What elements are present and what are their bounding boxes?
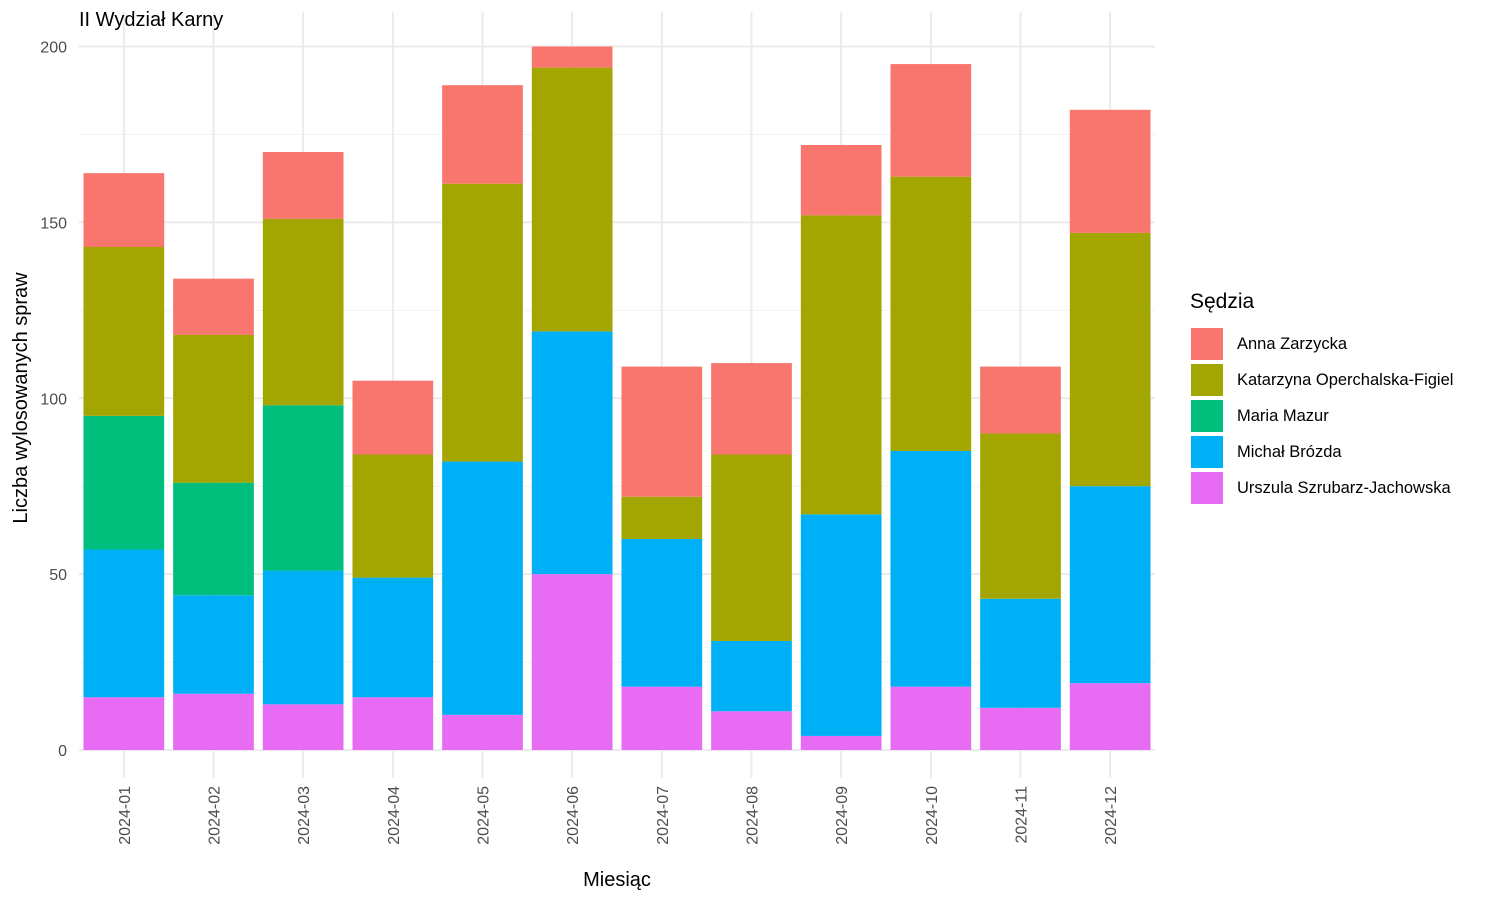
bar-segment: [711, 640, 792, 712]
bar-segment: [262, 704, 344, 750]
y-tick-label: 50: [49, 567, 67, 584]
legend: Sędzia Anna Zarzycka Katarzyna Operchalsk…: [1190, 290, 1453, 506]
bar-segment: [800, 514, 882, 736]
bar-segment: [800, 735, 882, 750]
legend-item: Michał Brózda: [1190, 434, 1453, 470]
legend-label: Michał Brózda: [1237, 442, 1342, 461]
y-tick-label: 150: [40, 215, 67, 232]
bar-segment: [711, 711, 792, 750]
legend-label: Maria Mazur: [1237, 406, 1329, 425]
bar-segment: [173, 482, 254, 596]
bar-segment: [890, 64, 972, 177]
legend-label: Katarzyna Operchalska-Figiel: [1237, 370, 1454, 389]
bar-segment: [531, 331, 613, 575]
bar-segment: [531, 574, 613, 750]
legend-items: Anna Zarzycka Katarzyna Operchalska-Figie…: [1190, 326, 1453, 506]
bar-segment: [442, 461, 523, 715]
bar-segment: [173, 334, 254, 483]
legend-title: Sędzia: [1190, 290, 1255, 313]
x-tick-label: 2024-02: [207, 786, 224, 845]
bar-segment: [352, 577, 434, 698]
bar-segment: [890, 686, 972, 750]
bar-segment: [83, 549, 165, 698]
x-tick-label: 2024-06: [565, 786, 582, 845]
bar-segment: [621, 366, 703, 497]
bar-segment: [262, 152, 344, 219]
bar-segment: [1069, 232, 1151, 487]
bar-segment: [800, 144, 882, 216]
legend-item: Maria Mazur: [1190, 398, 1453, 434]
bar-segment: [173, 595, 254, 694]
legend-item: Anna Zarzycka: [1190, 326, 1453, 362]
bar-segment: [980, 433, 1061, 599]
x-tick-label: 2024-10: [924, 786, 941, 845]
bar-segment: [173, 278, 254, 335]
bar-segment: [1069, 486, 1151, 684]
bar-segment: [980, 707, 1061, 750]
bar-segment: [1069, 683, 1151, 750]
y-tick-label: 200: [40, 40, 67, 57]
bar-segment: [83, 173, 165, 247]
legend-key: [1190, 363, 1224, 397]
bar-segment: [800, 215, 882, 515]
legend-key: [1190, 471, 1224, 505]
legend-item: Urszula Szrubarz-Jachowska: [1190, 470, 1453, 506]
bar-segment: [262, 570, 344, 705]
x-axis-label: Miesiąc: [583, 869, 651, 891]
bar-segment: [621, 496, 703, 539]
bar-segment: [890, 451, 972, 687]
bar-segment: [442, 85, 523, 184]
bar-segment: [352, 454, 434, 578]
bar-segment: [352, 697, 434, 750]
bar-segment: [83, 697, 165, 750]
bar-segment: [980, 598, 1061, 708]
bar-segment: [621, 686, 703, 750]
x-tick-label: 2024-04: [386, 786, 403, 845]
y-tick-label: 0: [58, 743, 67, 760]
x-tick-label: 2024-08: [745, 786, 762, 845]
x-tick-label: 2024-11: [1014, 786, 1031, 844]
legend-key: [1190, 399, 1224, 433]
bar-segment: [262, 405, 344, 571]
bar-segment: [711, 454, 792, 641]
x-tick-label: 2024-03: [296, 786, 313, 845]
y-tick-label: 100: [40, 391, 67, 408]
bar-segment: [890, 176, 972, 452]
bar-segment: [262, 218, 344, 406]
bar-segment: [711, 363, 792, 455]
x-tick-label: 2024-09: [834, 786, 851, 845]
y-axis-ticks: 0 50 100 150 200: [40, 40, 67, 761]
x-axis-ticks: 2024-01 2024-02 2024-03 2024-04 2024-05 2024-…: [117, 786, 1120, 845]
bar-segment: [531, 67, 613, 332]
bar-segment: [621, 538, 703, 687]
legend-item: Katarzyna Operchalska-Figiel: [1190, 362, 1453, 398]
bar-segment: [1069, 109, 1151, 233]
chart-title: II Wydział Karny: [79, 9, 223, 31]
bar-segment: [173, 693, 254, 750]
bars: [83, 46, 1151, 750]
x-tick-label: 2024-05: [476, 786, 493, 845]
bar-segment: [83, 246, 165, 416]
legend-label: Anna Zarzycka: [1237, 334, 1348, 353]
y-axis-label: Liczba wylosowanych spraw: [10, 272, 32, 524]
bar-segment: [980, 366, 1061, 434]
bar-segment: [442, 183, 523, 462]
x-tick-label: 2024-12: [1103, 786, 1120, 845]
legend-key: [1190, 435, 1224, 469]
bar-segment: [442, 714, 523, 750]
x-tick-label: 2024-01: [117, 786, 134, 845]
bar-segment: [531, 46, 613, 68]
legend-label: Urszula Szrubarz-Jachowska: [1237, 478, 1451, 497]
bar-segment: [352, 380, 434, 455]
x-tick-label: 2024-07: [655, 786, 672, 845]
bar-segment: [83, 415, 165, 550]
legend-key: [1190, 327, 1224, 361]
